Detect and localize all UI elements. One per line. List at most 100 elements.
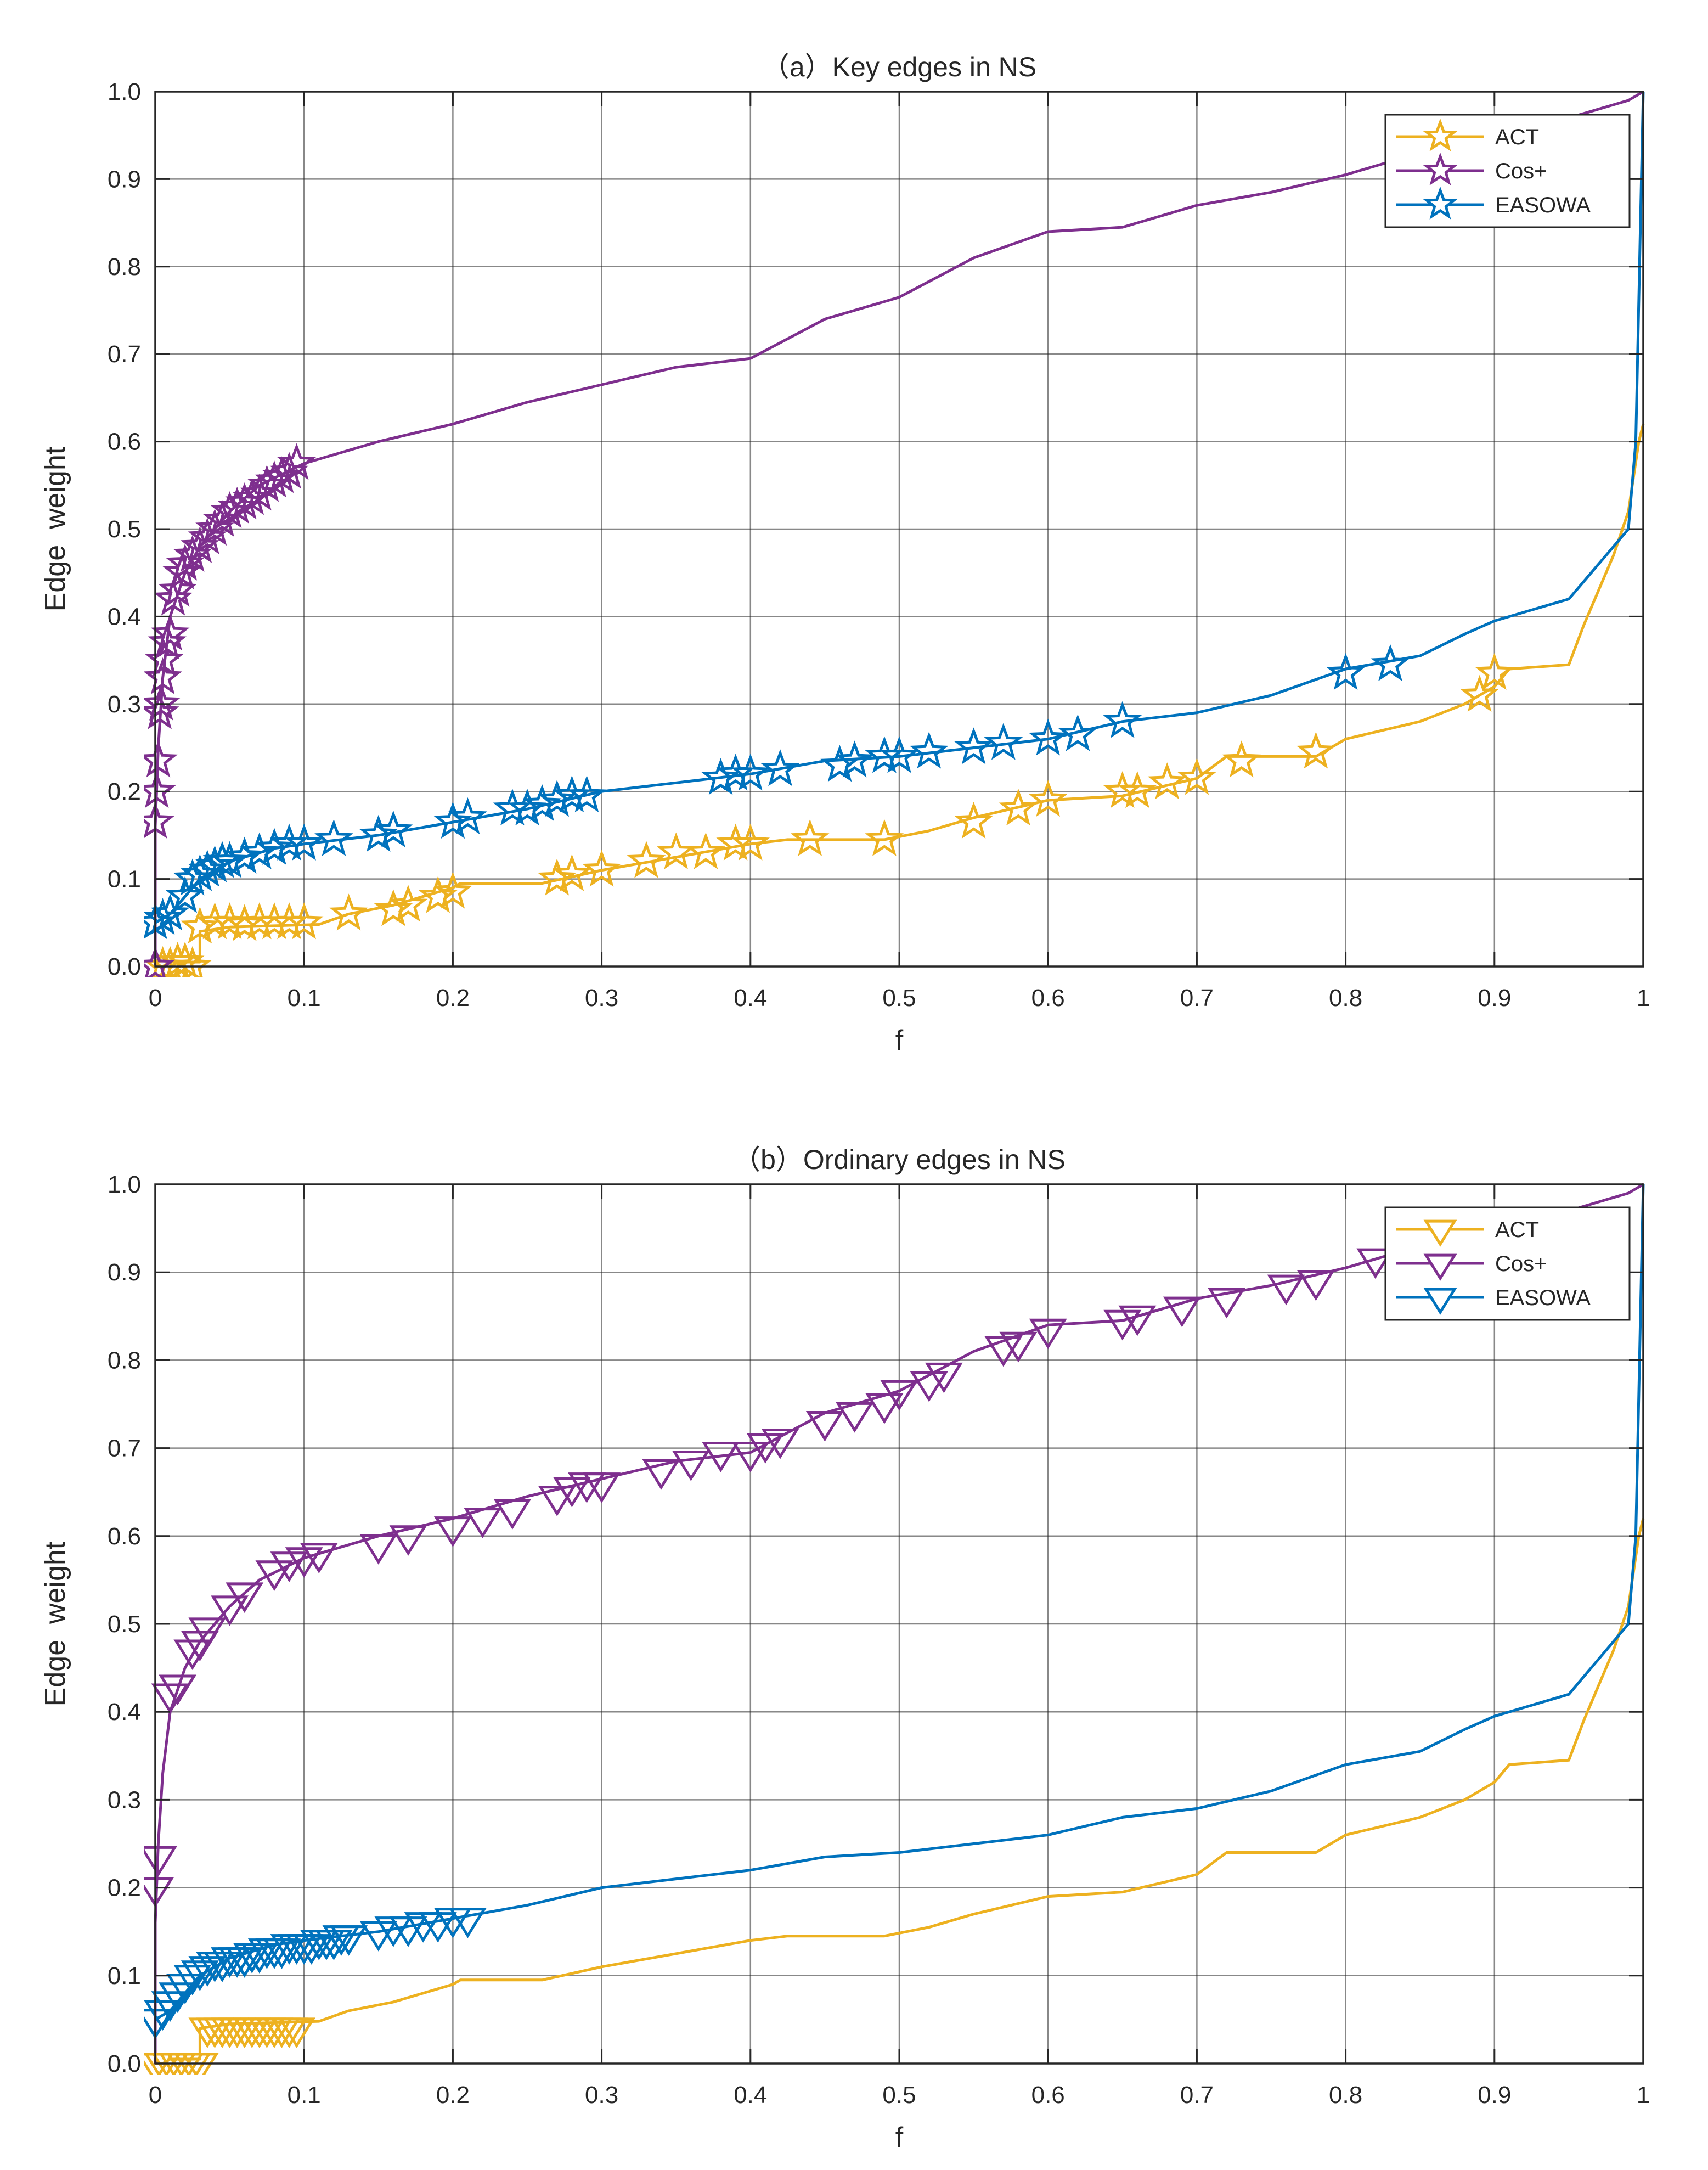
- x-tick-label: 0.6: [1031, 2082, 1065, 2109]
- x-tick-label: 0.5: [882, 2082, 916, 2109]
- legend-swatch-marker: [1423, 152, 1458, 185]
- y-tick-label: 0.6: [108, 429, 141, 456]
- data-point: [159, 1982, 197, 2013]
- data-point: [880, 736, 919, 773]
- data-point: [583, 1472, 621, 1503]
- data-point: [144, 692, 179, 729]
- y-tick-label: 0.6: [108, 1523, 141, 1550]
- data-point: [1147, 762, 1187, 800]
- legend-label: ACT: [1495, 125, 1539, 149]
- data-point: [180, 526, 219, 564]
- series-group: [144, 90, 1645, 977]
- series-group: [144, 1183, 1645, 2075]
- data-point: [1118, 1305, 1157, 1336]
- data-point: [790, 819, 830, 856]
- x-tick-label: 0: [149, 2082, 162, 2109]
- data-point: [627, 841, 666, 878]
- y-tick-label: 0.4: [108, 603, 141, 630]
- data-point: [433, 872, 472, 909]
- y-tick-label: 0.5: [108, 1611, 141, 1638]
- data-point: [1460, 674, 1499, 712]
- data-point: [144, 683, 181, 721]
- legend-swatch-marker: [1423, 1253, 1457, 1281]
- data-point: [144, 946, 175, 977]
- y-tick-label: 0.7: [108, 1435, 141, 1462]
- data-point: [388, 885, 428, 922]
- data-point: [188, 517, 227, 554]
- data-point: [449, 1908, 487, 1938]
- data-point: [374, 810, 413, 847]
- data-point: [240, 832, 279, 869]
- data-point: [537, 779, 577, 817]
- legend-label: ACT: [1495, 1218, 1539, 1242]
- data-point: [731, 1442, 770, 1472]
- data-point: [582, 850, 621, 887]
- x-tick-label: 0.4: [734, 2082, 767, 2109]
- data-point: [159, 1674, 197, 1706]
- data-point: [284, 902, 324, 940]
- data-point: [188, 1617, 227, 1649]
- legend-label: Cos+: [1495, 159, 1547, 183]
- data-point: [255, 1560, 294, 1591]
- data-point: [1208, 1288, 1246, 1319]
- data-point: [999, 788, 1038, 826]
- y-tick-label: 0.0: [108, 2050, 141, 2077]
- data-point: [165, 543, 205, 581]
- data-point: [269, 452, 309, 489]
- data-point: [225, 904, 264, 941]
- y-tick-label: 0.8: [108, 1347, 141, 1374]
- data-point: [173, 1639, 212, 1671]
- data-point: [1267, 1274, 1305, 1306]
- data-point: [144, 771, 176, 808]
- data-point: [314, 819, 353, 856]
- data-point: [181, 1960, 219, 1991]
- data-point: [836, 1402, 874, 1433]
- data-point: [144, 740, 178, 778]
- y-tick-label: 0.1: [108, 1963, 141, 1989]
- data-point: [464, 1508, 502, 1538]
- legend: ACT Cos+ EASOWA: [1384, 1206, 1631, 1321]
- legend-label: EASOWA: [1495, 193, 1591, 217]
- data-point: [1028, 779, 1068, 817]
- x-tick-label: 0.7: [1180, 2082, 1214, 2109]
- data-point: [1296, 1270, 1335, 1301]
- legend-swatch-marker: [1423, 1288, 1457, 1315]
- y-tick-label: 0.1: [108, 866, 141, 893]
- data-point: [537, 858, 577, 896]
- data-point: [330, 1925, 368, 1956]
- y-tick-label: 1.0: [108, 78, 141, 105]
- data-point: [508, 788, 547, 826]
- y-tick-label: 0.7: [108, 341, 141, 368]
- y-tick-label: 0.2: [108, 778, 141, 805]
- data-point: [374, 889, 413, 926]
- y-axis-label: Edge weight: [40, 1541, 71, 1706]
- x-tick-label: 0.7: [1180, 985, 1214, 1011]
- data-point: [1222, 740, 1261, 778]
- data-point: [731, 823, 770, 861]
- data-point: [909, 732, 949, 769]
- data-point: [805, 1410, 844, 1442]
- data-point: [1475, 653, 1514, 690]
- data-point: [984, 723, 1023, 760]
- data-point: [180, 907, 219, 944]
- data-point: [1177, 758, 1216, 795]
- series-line-act: [155, 424, 1645, 968]
- data-point: [925, 1362, 963, 1393]
- data-point: [195, 508, 234, 546]
- legend-swatch-marker: [1423, 118, 1458, 151]
- data-point: [522, 784, 562, 822]
- legend-swatch-marker: [1423, 186, 1458, 220]
- data-point: [910, 1371, 948, 1402]
- data-point: [284, 823, 324, 861]
- data-point: [1296, 732, 1335, 769]
- y-tick-label: 0.3: [108, 1786, 141, 1813]
- y-tick-label: 1.0: [108, 1171, 141, 1198]
- x-tick-label: 0.5: [882, 985, 916, 1011]
- data-point: [211, 1595, 249, 1627]
- data-point: [1103, 701, 1142, 738]
- data-point: [255, 828, 294, 865]
- data-point: [567, 775, 606, 813]
- data-point: [151, 1683, 189, 1714]
- x-tick-label: 0.9: [1478, 2082, 1511, 2109]
